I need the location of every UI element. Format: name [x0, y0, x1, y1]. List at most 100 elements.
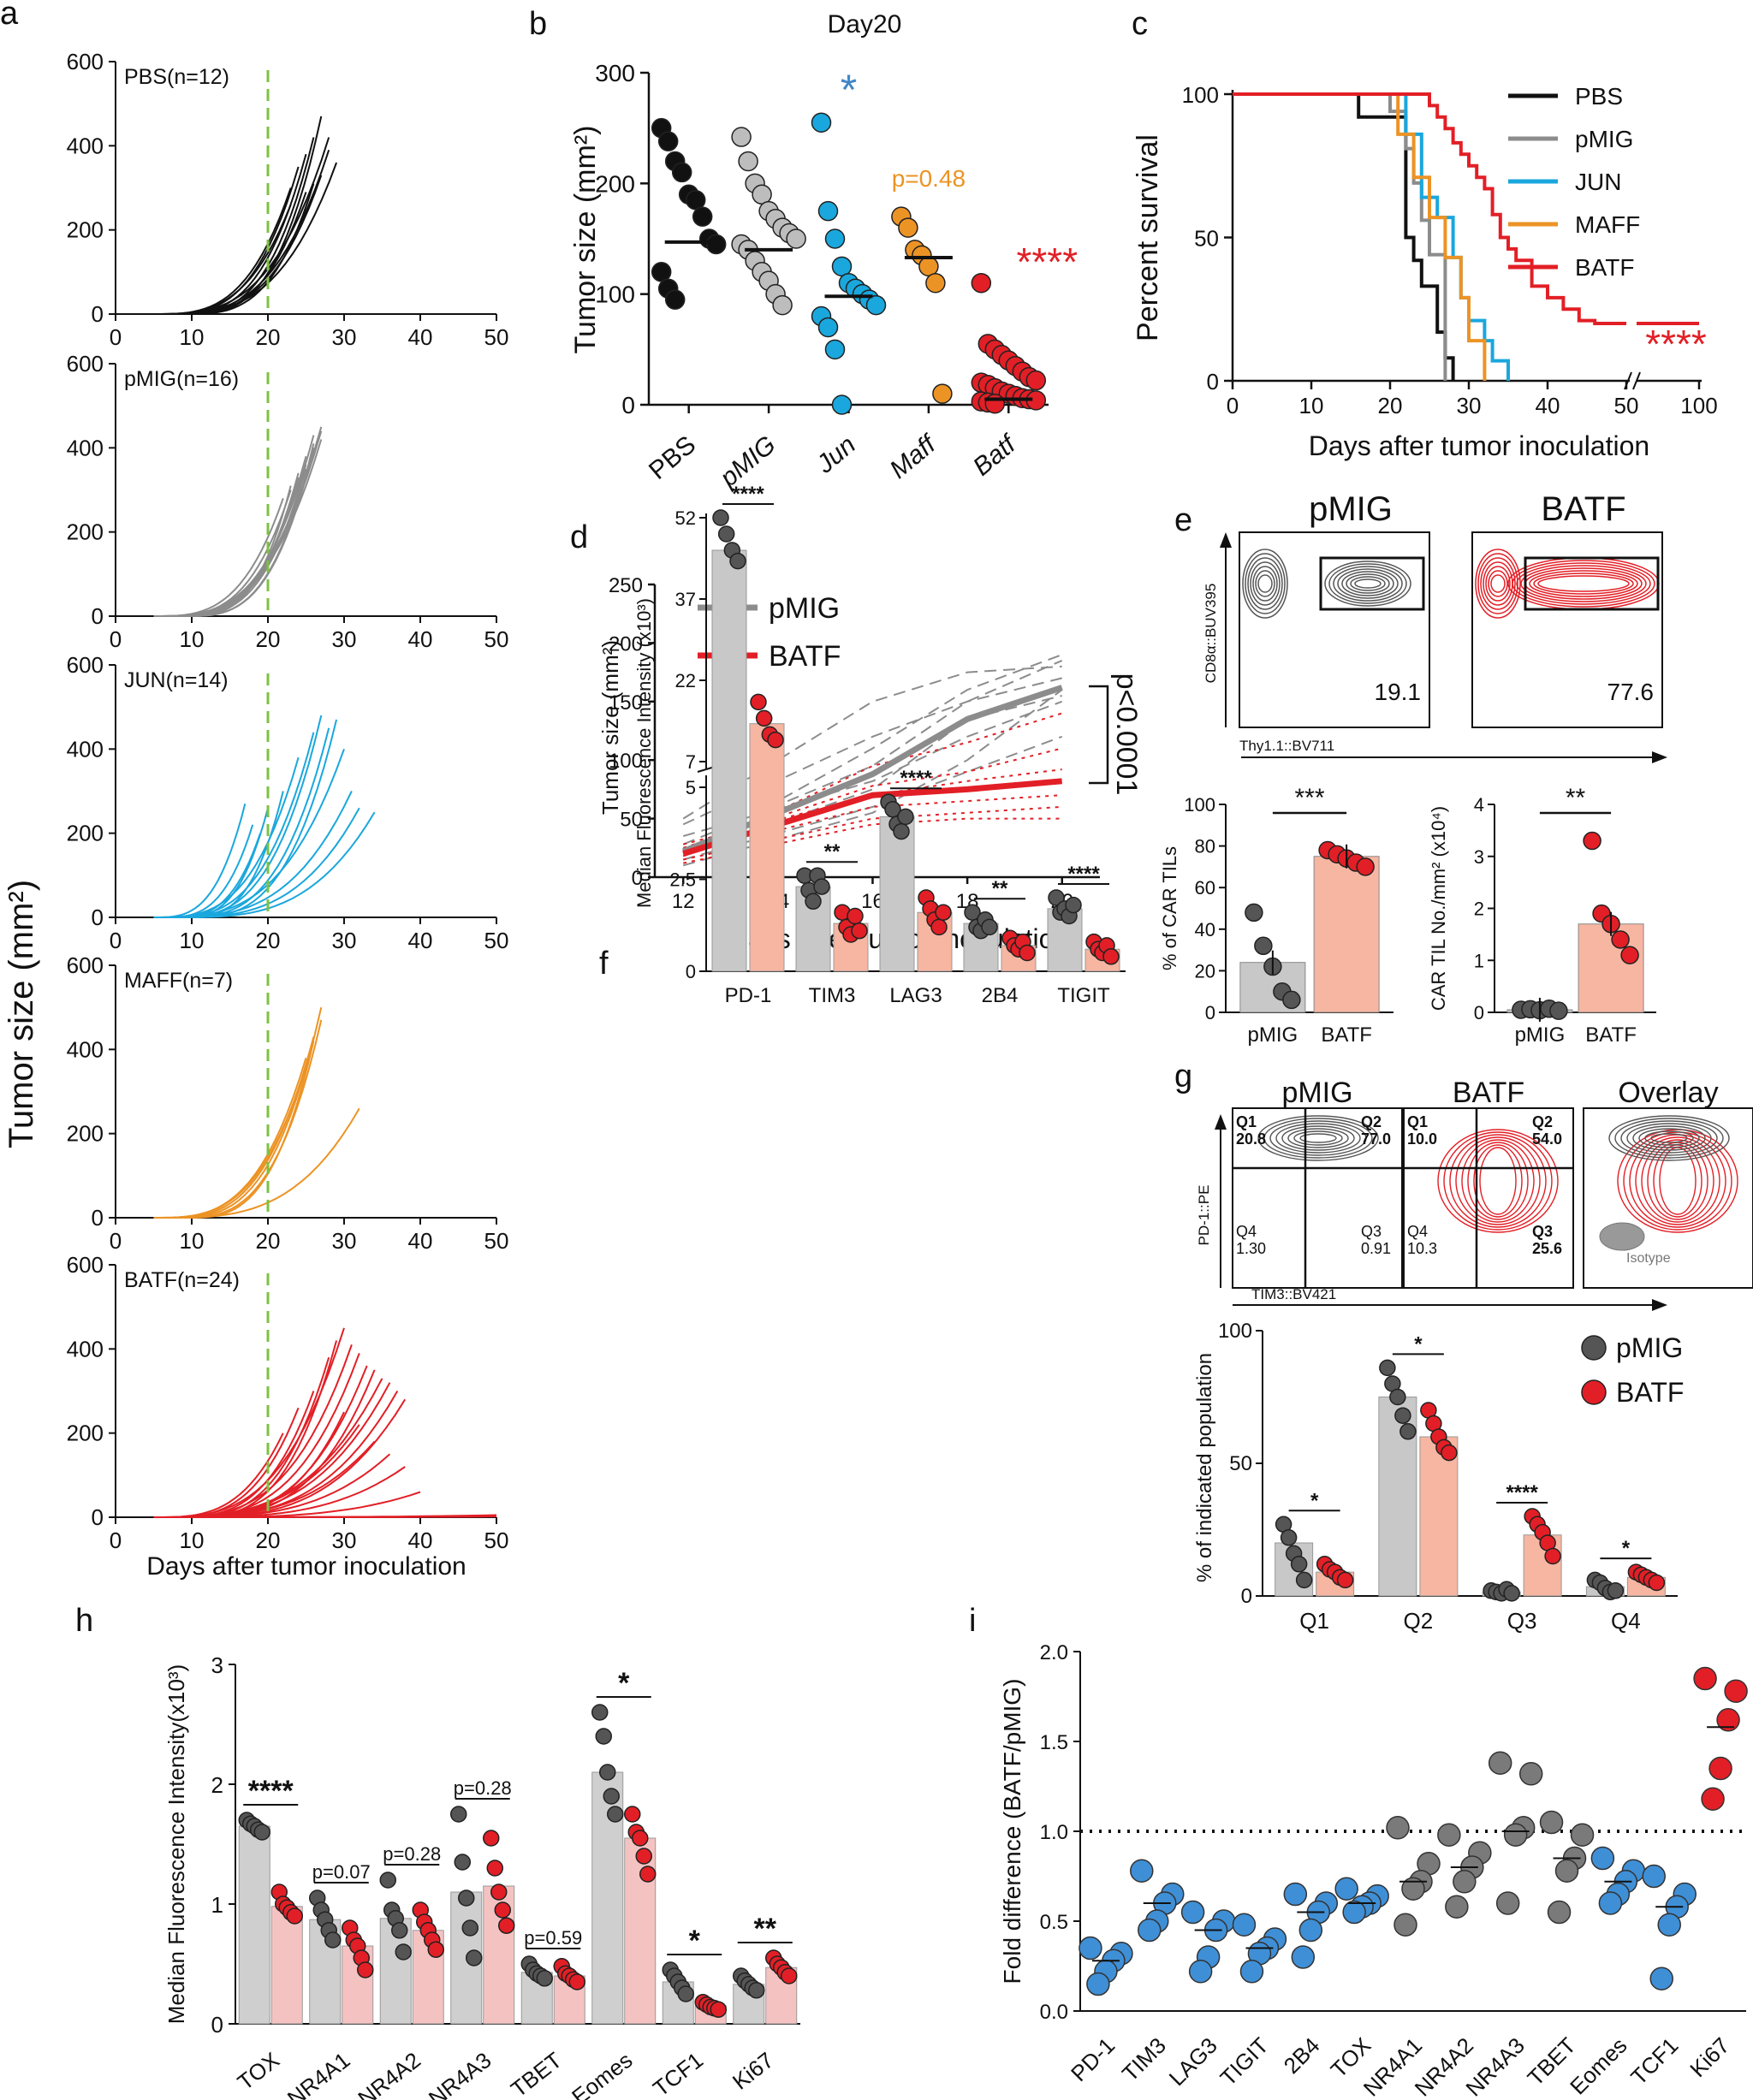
growth-curve [153, 187, 292, 315]
flow-panel-title: pMIG [1281, 1077, 1352, 1109]
x-tick-label: TCF1 [648, 2047, 708, 2100]
data-point [1441, 1444, 1458, 1462]
contour [1257, 1115, 1379, 1161]
contour [1455, 1136, 1541, 1225]
y-tick-label: 22 [675, 670, 696, 691]
x-tick-label: 10 [180, 1228, 205, 1254]
y-tick-label: 1.5 [1040, 1731, 1068, 1754]
panel-c-survival: Percent survival 0 50 100 0 10 20 30 40 50 100 Days… [1132, 82, 1718, 461]
panel-letter-i: i [969, 1603, 976, 1639]
flow-panel-title: pMIG [1309, 490, 1393, 528]
data-point [935, 904, 952, 921]
x-tick-label: 10 [180, 324, 205, 350]
significance-label: **** [1067, 863, 1100, 886]
x-tick-label: TIM3 [1117, 2032, 1171, 2086]
data-point [466, 1949, 483, 1967]
data-point [1379, 1359, 1396, 1377]
x-tick-label: 50 [484, 626, 509, 652]
contour-negative [1257, 574, 1273, 593]
individual-curve [682, 747, 1062, 849]
significance-label: **** [248, 1775, 294, 1807]
x-tick-label: 50 [484, 1228, 509, 1254]
y-tick-label: 2.0 [1040, 1641, 1068, 1664]
contour-positive [1520, 565, 1647, 602]
y-tick-label: 0 [1207, 369, 1219, 394]
contour [1626, 1123, 1712, 1154]
y-tick-label: 0 [211, 2012, 223, 2038]
data-point [692, 206, 713, 227]
data-point [1130, 1859, 1154, 1883]
x-tick-label: 0 [110, 1528, 122, 1553]
y-axis-title: Tumor size (mm²) [3, 880, 40, 1148]
panel-letter-g: g [1174, 1059, 1192, 1094]
data-point [1290, 1556, 1308, 1573]
data-point [847, 907, 864, 925]
data-point [1283, 1882, 1308, 1907]
x-tick-label: pMIG [1515, 1023, 1566, 1047]
bar [749, 723, 785, 972]
x-tick-label: Q1 [1299, 1608, 1329, 1634]
data-point [1611, 930, 1630, 949]
x-tick-label: 20 [256, 928, 281, 953]
data-point [632, 1830, 649, 1847]
y-tick-label: 0 [621, 392, 635, 418]
contour [1293, 1130, 1343, 1146]
y-tick-label: 0 [686, 961, 696, 982]
growth-subplot: 0 200 400 600 0 10 20 30 40 50 JUN(n=14) [67, 652, 509, 953]
x-tick-label: 40 [408, 1528, 433, 1553]
growth-subplot: 0 200 400 600 0 10 20 30 40 50 PBS(n=12) [67, 49, 509, 350]
data-point [1437, 1823, 1461, 1847]
data-point [461, 1919, 478, 1937]
data-point [486, 1860, 503, 1877]
bar [270, 1906, 303, 2025]
data-point [1386, 1816, 1410, 1840]
significance-label: **** [732, 483, 764, 506]
data-point [813, 878, 830, 895]
x-tick-label: Ki67 [728, 2047, 778, 2095]
data-point [865, 294, 887, 316]
bar [1419, 1436, 1459, 1597]
arrow-head [1652, 1299, 1667, 1311]
y-tick-label: 80 [1195, 836, 1215, 857]
growth-curve [169, 153, 307, 315]
x-tick-label: Q2 [1404, 1608, 1434, 1634]
x-tick-label: 0 [110, 928, 122, 953]
y-axis-title: Tumor size (mm²) [597, 640, 623, 815]
contour-negative [1488, 570, 1508, 597]
y-tick-label: 0 [92, 905, 104, 930]
contour [1614, 1118, 1724, 1159]
data-point [1583, 831, 1601, 851]
x-tick-label: 10 [180, 626, 205, 652]
data-point [1503, 1585, 1520, 1602]
significance-label: p=0.07 [312, 1861, 371, 1883]
legend-label: pMIG [769, 592, 840, 625]
data-point [805, 893, 822, 911]
data-point [1180, 1900, 1205, 1925]
data-point [450, 1806, 467, 1823]
y-tick-label: 20 [1195, 960, 1215, 982]
bar [711, 549, 747, 972]
y-tick-label: 5 [686, 777, 696, 798]
y-tick-label: 600 [67, 952, 104, 978]
contour-negative [1490, 574, 1506, 593]
y-tick-label: 200 [67, 1121, 104, 1147]
data-point [1693, 1666, 1717, 1691]
contour-positive [1333, 566, 1403, 602]
y-tick-label: 300 [595, 60, 635, 86]
data-point [1620, 946, 1639, 964]
significance-label: p=0.28 [454, 1777, 512, 1799]
x-tick-label: PD-1 [1066, 2032, 1120, 2086]
panel-h-mfi-bars: Median Fluorescence Intensity(x10³) 0 1 2 3 T… [163, 1652, 800, 2100]
y-tick-label: 100 [609, 750, 643, 773]
contour-negative [1477, 553, 1518, 614]
contour [1638, 1128, 1700, 1148]
panel-e-flow-and-bars: pMIG19.1BATF77.6CD8α::BUV395Thy1.1::BV71… [1159, 490, 1667, 1047]
y-tick-label: 400 [67, 435, 104, 460]
significance-label: * [1414, 1332, 1423, 1356]
y-axis-title: Tumor size (mm²) [569, 126, 602, 354]
growth-curve [184, 443, 315, 617]
x-tick-label: 20 [256, 1228, 281, 1254]
significance-label: * [841, 66, 857, 114]
